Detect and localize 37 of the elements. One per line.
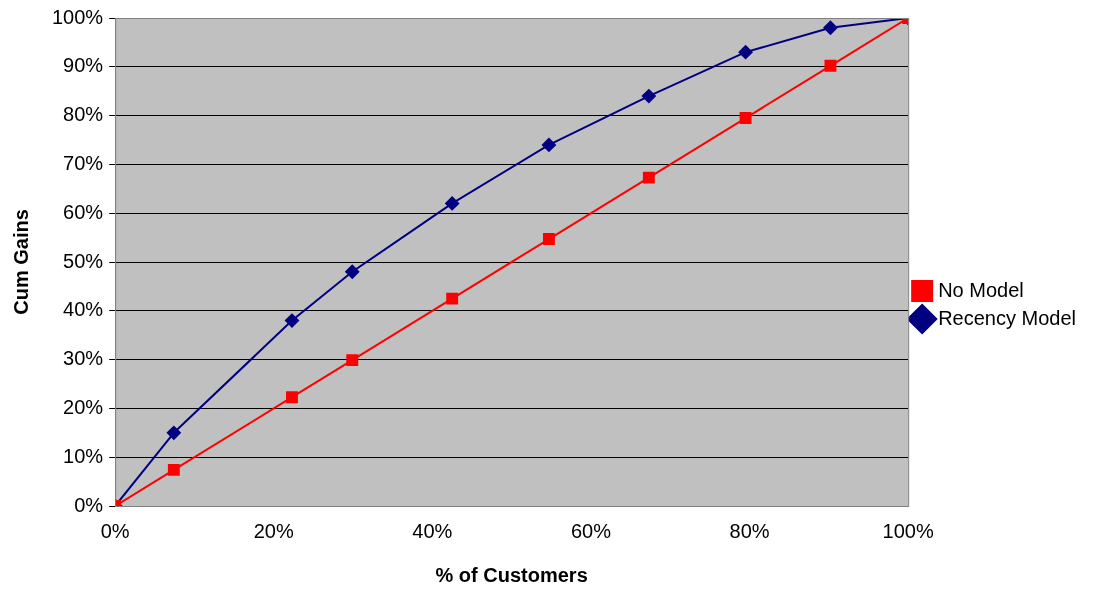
point	[823, 20, 838, 35]
x-tick-label: 40%	[412, 519, 453, 542]
y-tick-label: 60%	[63, 200, 104, 223]
y-tick-label: 30%	[63, 347, 104, 370]
x-tick-label: 100%	[882, 519, 934, 542]
y-tick-label: 50%	[63, 249, 104, 272]
point	[167, 463, 180, 476]
y-tick-label: 80%	[63, 103, 104, 126]
point	[284, 313, 299, 328]
legend-label: No Model	[938, 278, 1024, 301]
point	[445, 196, 460, 211]
y-tick-label: 100%	[52, 5, 104, 28]
x-tick-label: 0%	[100, 519, 130, 542]
y-tick-label: 70%	[63, 151, 104, 174]
point	[542, 233, 555, 246]
point	[345, 264, 360, 279]
y-tick-label: 0%	[74, 493, 104, 516]
y-tick-label: 40%	[63, 298, 104, 321]
point	[739, 112, 752, 124]
point	[166, 425, 181, 440]
y-tick-label: 20%	[63, 395, 104, 418]
point	[642, 171, 655, 184]
x-tick-label: 60%	[570, 519, 612, 542]
x-axis-title: % of Customers	[435, 563, 588, 586]
point	[541, 137, 556, 152]
point	[738, 45, 753, 60]
y-tick-label: 90%	[63, 54, 104, 77]
x-tick-label: 20%	[253, 519, 294, 542]
point	[641, 89, 656, 104]
x-tick-label: 80%	[729, 519, 770, 542]
point	[824, 59, 837, 72]
y-axis-title: Cum Gains	[9, 209, 32, 315]
legend-label: Recency Model	[938, 306, 1076, 329]
point	[286, 391, 298, 404]
y-tick-label: 10%	[63, 444, 104, 467]
point	[446, 292, 459, 305]
point	[346, 354, 359, 367]
